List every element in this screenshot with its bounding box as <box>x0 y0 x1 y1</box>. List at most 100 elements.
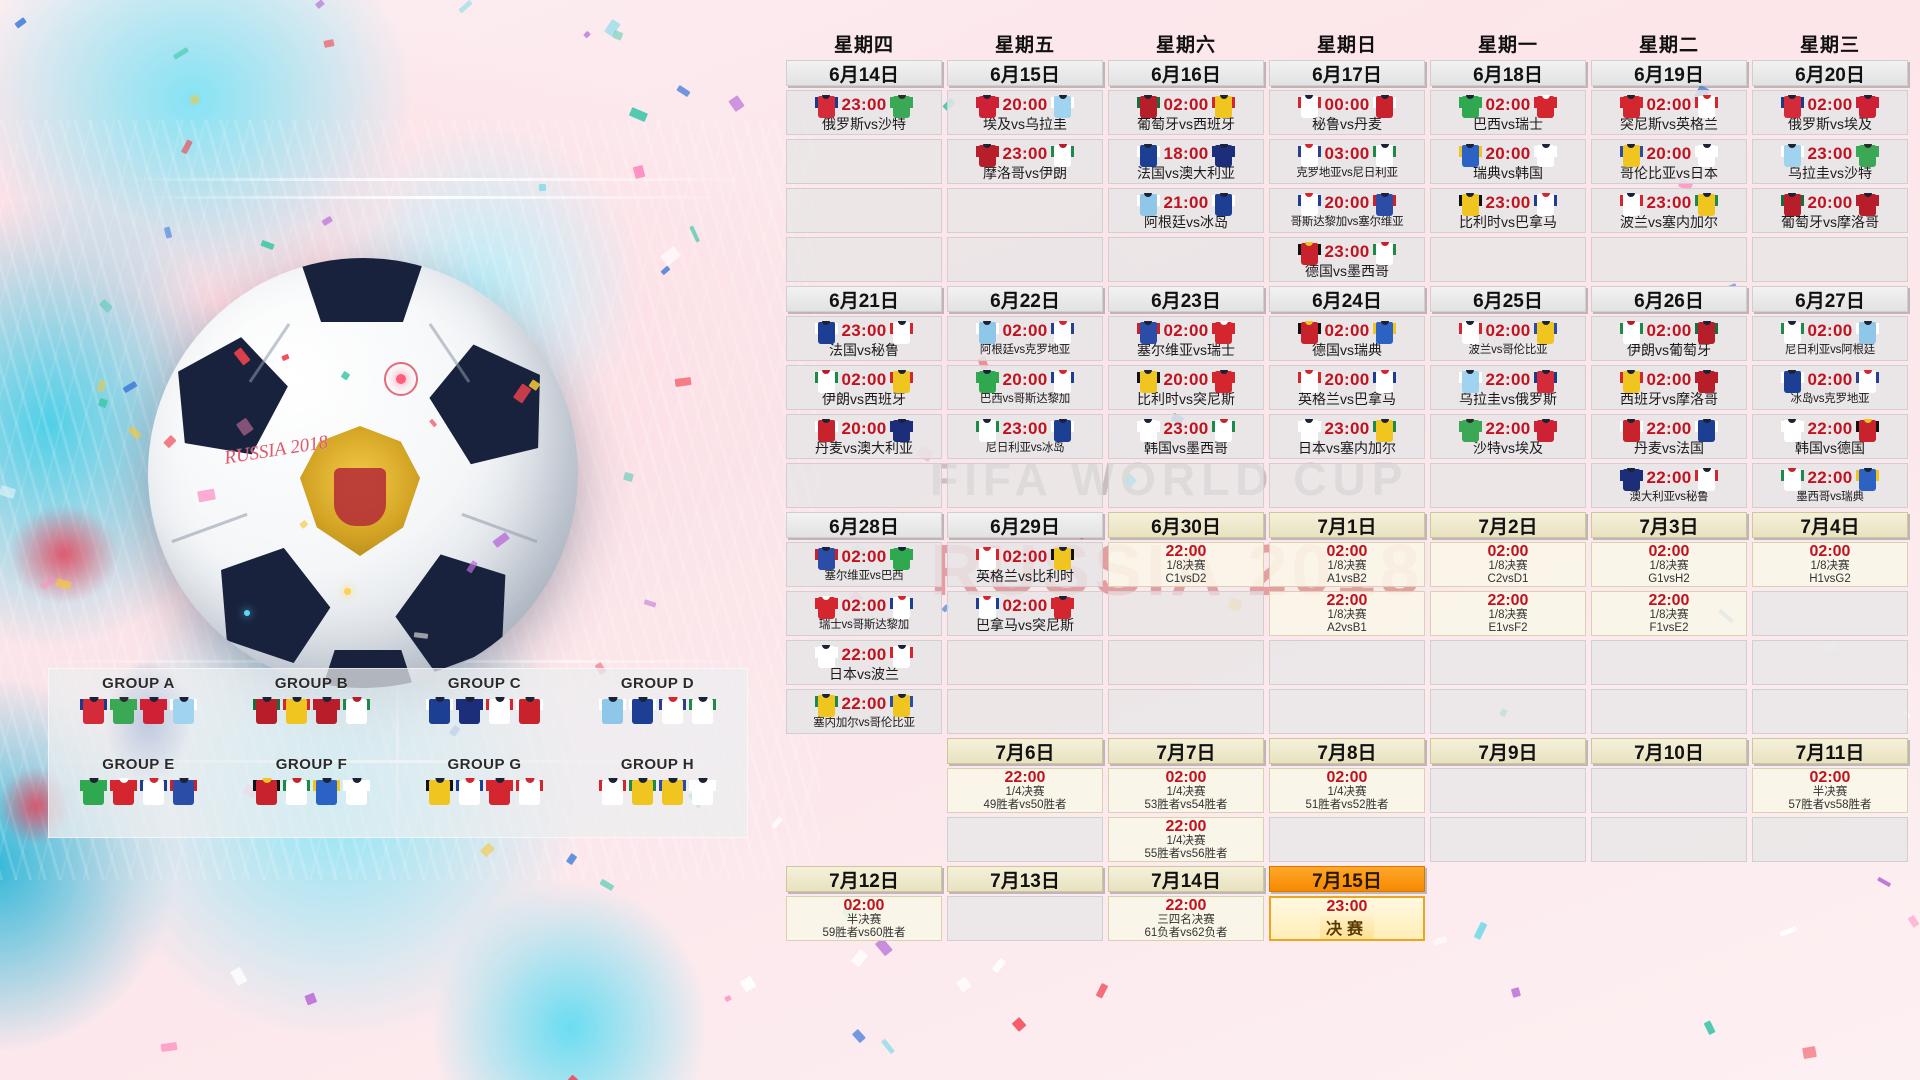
match-cell[interactable]: 02:00 塞尔维亚vs巴西 <box>786 542 942 587</box>
date-header[interactable]: 6月27日 <box>1752 286 1908 312</box>
date-header[interactable]: 7月4日 <box>1752 512 1908 538</box>
match-cell[interactable]: 23:00 韩国vs墨西哥 <box>1108 414 1264 459</box>
match-cell[interactable]: 23:00 尼日利亚vs冰岛 <box>947 414 1103 459</box>
match-cell[interactable]: 20:00 比利时vs突尼斯 <box>1108 365 1264 410</box>
date-header[interactable]: 7月14日 <box>1108 866 1264 892</box>
date-header[interactable]: 7月10日 <box>1591 738 1747 764</box>
date-header[interactable]: 7月7日 <box>1108 738 1264 764</box>
match-cell[interactable]: 00:00 秘鲁vs丹麦 <box>1269 90 1425 135</box>
date-header[interactable]: 7月9日 <box>1430 738 1586 764</box>
match-cell[interactable]: 22:00 沙特vs埃及 <box>1430 414 1586 459</box>
knockout-cell[interactable]: 02:00 1/8决赛 G1vsH2 <box>1591 542 1747 587</box>
match-cell[interactable]: 02:00 阿根廷vs克罗地亚 <box>947 316 1103 361</box>
date-header[interactable]: 6月19日 <box>1591 60 1747 86</box>
knockout-cell[interactable]: 02:00 半决赛 57胜者vs58胜者 <box>1752 768 1908 813</box>
group-b[interactable]: GROUP B <box>226 673 397 752</box>
date-header[interactable]: 6月30日 <box>1108 512 1264 538</box>
date-header[interactable]: 7月15日 <box>1269 866 1425 892</box>
match-cell[interactable]: 02:00 英格兰vs比利时 <box>947 542 1103 587</box>
group-c[interactable]: GROUP C <box>399 673 570 752</box>
match-cell[interactable]: 21:00 阿根廷vs冰岛 <box>1108 188 1264 233</box>
knockout-cell[interactable]: 02:00 1/4决赛 53胜者vs54胜者 <box>1108 768 1264 813</box>
match-cell[interactable]: 23:00 摩洛哥vs伊朗 <box>947 139 1103 184</box>
match-cell[interactable]: 18:00 法国vs澳大利亚 <box>1108 139 1264 184</box>
date-header[interactable]: 7月8日 <box>1269 738 1425 764</box>
knockout-cell[interactable]: 22:00 1/4决赛 49胜者vs50胜者 <box>947 768 1103 813</box>
date-header[interactable]: 7月6日 <box>947 738 1103 764</box>
match-cell[interactable]: 02:00 塞尔维亚vs瑞士 <box>1108 316 1264 361</box>
match-cell[interactable]: 02:00 巴西vs瑞士 <box>1430 90 1586 135</box>
date-header[interactable]: 6月26日 <box>1591 286 1747 312</box>
match-cell[interactable]: 22:00 丹麦vs法国 <box>1591 414 1747 459</box>
knockout-cell[interactable]: 22:00 1/8决赛 F1vsE2 <box>1591 591 1747 636</box>
match-cell[interactable]: 20:00 哥伦比亚vs日本 <box>1591 139 1747 184</box>
date-header[interactable]: 6月16日 <box>1108 60 1264 86</box>
match-cell[interactable]: 02:00 伊朗vs葡萄牙 <box>1591 316 1747 361</box>
final-match-cell[interactable]: 23:00 决赛 <box>1269 896 1425 941</box>
date-header[interactable]: 6月24日 <box>1269 286 1425 312</box>
match-cell[interactable]: 22:00 日本vs波兰 <box>786 640 942 685</box>
match-cell[interactable]: 22:00 塞内加尔vs哥伦比亚 <box>786 689 942 734</box>
match-cell[interactable]: 23:00 比利时vs巴拿马 <box>1430 188 1586 233</box>
match-cell[interactable]: 23:00 波兰vs塞内加尔 <box>1591 188 1747 233</box>
match-cell[interactable]: 23:00 乌拉圭vs沙特 <box>1752 139 1908 184</box>
match-cell[interactable]: 02:00 俄罗斯vs埃及 <box>1752 90 1908 135</box>
date-header[interactable]: 6月20日 <box>1752 60 1908 86</box>
date-header[interactable]: 7月11日 <box>1752 738 1908 764</box>
match-cell[interactable]: 23:00 德国vs墨西哥 <box>1269 237 1425 282</box>
group-d[interactable]: GROUP D <box>572 673 743 752</box>
date-header[interactable]: 6月29日 <box>947 512 1103 538</box>
date-header[interactable]: 6月17日 <box>1269 60 1425 86</box>
match-cell[interactable]: 20:00 英格兰vs巴拿马 <box>1269 365 1425 410</box>
match-cell[interactable]: 02:00 西班牙vs摩洛哥 <box>1591 365 1747 410</box>
group-g[interactable]: GROUP G <box>399 754 570 833</box>
match-cell[interactable]: 23:00 日本vs塞内加尔 <box>1269 414 1425 459</box>
group-f[interactable]: GROUP F <box>226 754 397 833</box>
date-header[interactable]: 6月22日 <box>947 286 1103 312</box>
match-cell[interactable]: 20:00 埃及vs乌拉圭 <box>947 90 1103 135</box>
knockout-cell[interactable]: 02:00 1/8决赛 C2vsD1 <box>1430 542 1586 587</box>
knockout-cell[interactable]: 02:00 1/8决赛 H1vsG2 <box>1752 542 1908 587</box>
match-cell[interactable]: 02:00 突尼斯vs英格兰 <box>1591 90 1747 135</box>
match-cell[interactable]: 22:00 澳大利亚vs秘鲁 <box>1591 463 1747 508</box>
match-cell[interactable]: 20:00 葡萄牙vs摩洛哥 <box>1752 188 1908 233</box>
match-cell[interactable]: 20:00 瑞典vs韩国 <box>1430 139 1586 184</box>
match-cell[interactable]: 22:00 乌拉圭vs俄罗斯 <box>1430 365 1586 410</box>
knockout-cell[interactable]: 22:00 1/4决赛 55胜者vs56胜者 <box>1108 817 1264 862</box>
match-cell[interactable]: 20:00 哥斯达黎加vs塞尔维亚 <box>1269 188 1425 233</box>
group-e[interactable]: GROUP E <box>53 754 224 833</box>
date-header[interactable]: 6月14日 <box>786 60 942 86</box>
match-cell[interactable]: 20:00 丹麦vs澳大利亚 <box>786 414 942 459</box>
match-cell[interactable]: 02:00 葡萄牙vs西班牙 <box>1108 90 1264 135</box>
match-cell[interactable]: 02:00 波兰vs哥伦比亚 <box>1430 316 1586 361</box>
date-header[interactable]: 6月25日 <box>1430 286 1586 312</box>
match-cell[interactable]: 23:00 俄罗斯vs沙特 <box>786 90 942 135</box>
date-header[interactable]: 6月15日 <box>947 60 1103 86</box>
match-cell[interactable]: 23:00 法国vs秘鲁 <box>786 316 942 361</box>
match-cell[interactable]: 02:00 尼日利亚vs阿根廷 <box>1752 316 1908 361</box>
date-header[interactable]: 6月28日 <box>786 512 942 538</box>
match-cell[interactable]: 03:00 克罗地亚vs尼日利亚 <box>1269 139 1425 184</box>
knockout-cell[interactable]: 22:00 三四名决赛 61负者vs62负者 <box>1108 896 1264 941</box>
match-cell[interactable]: 02:00 冰岛vs克罗地亚 <box>1752 365 1908 410</box>
knockout-cell[interactable]: 02:00 1/8决赛 A1vsB2 <box>1269 542 1425 587</box>
match-cell[interactable]: 02:00 瑞士vs哥斯达黎加 <box>786 591 942 636</box>
match-cell[interactable]: 02:00 伊朗vs西班牙 <box>786 365 942 410</box>
group-h[interactable]: GROUP H <box>572 754 743 833</box>
date-header[interactable]: 7月1日 <box>1269 512 1425 538</box>
match-cell[interactable]: 02:00 巴拿马vs突尼斯 <box>947 591 1103 636</box>
knockout-cell[interactable]: 22:00 1/8决赛 C1vsD2 <box>1108 542 1264 587</box>
knockout-cell[interactable]: 22:00 1/8决赛 E1vsF2 <box>1430 591 1586 636</box>
date-header[interactable]: 7月13日 <box>947 866 1103 892</box>
date-header[interactable]: 7月2日 <box>1430 512 1586 538</box>
date-header[interactable]: 7月12日 <box>786 866 942 892</box>
knockout-cell[interactable]: 02:00 半决赛 59胜者vs60胜者 <box>786 896 942 941</box>
knockout-cell[interactable]: 22:00 1/8决赛 A2vsB1 <box>1269 591 1425 636</box>
group-a[interactable]: GROUP A <box>53 673 224 752</box>
date-header[interactable]: 7月3日 <box>1591 512 1747 538</box>
knockout-cell[interactable]: 02:00 1/4决赛 51胜者vs52胜者 <box>1269 768 1425 813</box>
match-cell[interactable]: 22:00 韩国vs德国 <box>1752 414 1908 459</box>
date-header[interactable]: 6月21日 <box>786 286 942 312</box>
match-cell[interactable]: 22:00 墨西哥vs瑞典 <box>1752 463 1908 508</box>
match-cell[interactable]: 02:00 德国vs瑞典 <box>1269 316 1425 361</box>
